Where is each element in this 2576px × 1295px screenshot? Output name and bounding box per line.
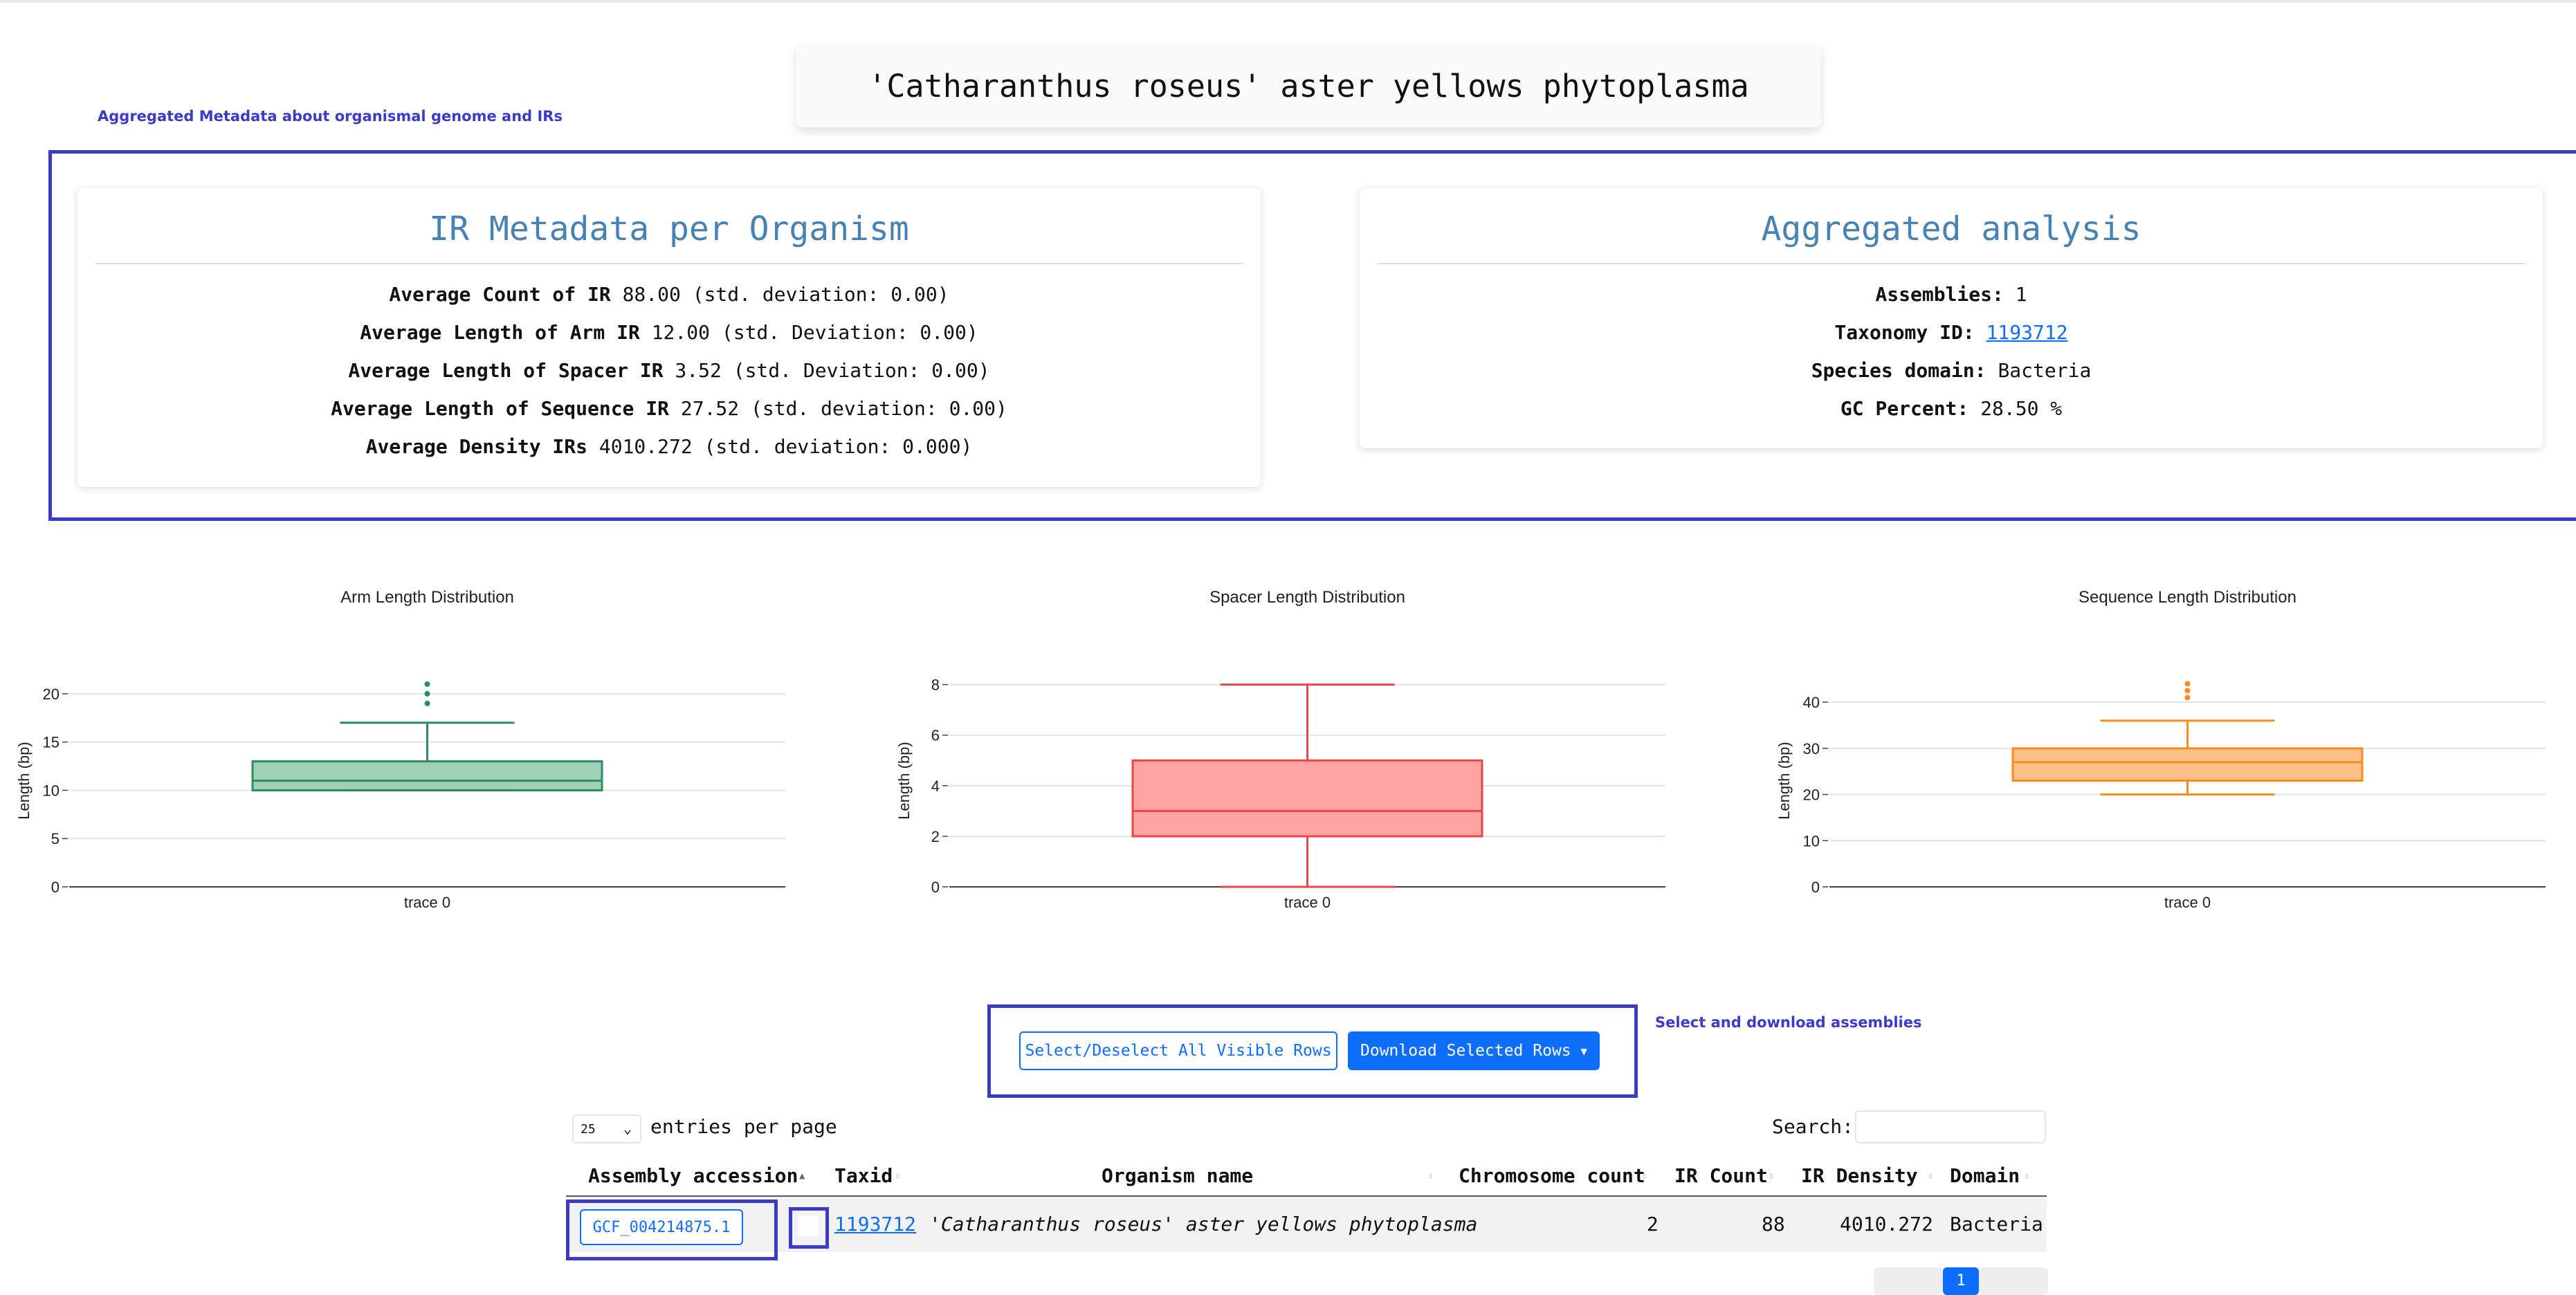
col-taxid[interactable]: Taxid: [834, 1164, 893, 1187]
iqr-box: [2011, 747, 2364, 782]
col-organism-name[interactable]: Organism name: [1102, 1164, 1254, 1187]
y-tick-label: 6: [931, 727, 940, 744]
ir-count-cell: 88: [1762, 1213, 1785, 1236]
entries-label: entries per page: [650, 1115, 837, 1138]
aggregated-heading: Aggregated analysis: [1761, 210, 2141, 248]
chevron-down-icon: ⌄: [623, 1120, 632, 1137]
ir-density-cell: 4010.272: [1840, 1213, 1933, 1236]
entries-value: 25: [581, 1121, 596, 1137]
y-tick-label: 10: [1803, 832, 1820, 849]
table-header-border: [566, 1195, 2047, 1197]
y-tick-label: 4: [931, 778, 940, 795]
domain-row: Species domain: Bacteria: [1811, 359, 2092, 382]
domain-cell: Bacteria: [1950, 1213, 2043, 1236]
download-selected-button[interactable]: Download Selected Rows ▼: [1348, 1031, 1600, 1070]
sequence-length-chart: Sequence Length Distribution Length (bp) 0…: [1760, 585, 2576, 917]
col-assembly-accession[interactable]: Assembly accession: [588, 1164, 798, 1187]
ir-metadata-panel: IR Metadata per Organism Average Count o…: [77, 188, 1261, 487]
y-tick-label: 10: [43, 782, 60, 799]
y-axis-label: Length (bp): [1775, 742, 1793, 820]
y-tick-label: 30: [1803, 740, 1820, 757]
chart-title: Spacer Length Distribution: [1209, 588, 1405, 607]
x-category-label: trace 0: [404, 894, 450, 911]
pagination-next[interactable]: [1979, 1267, 2048, 1295]
spacer-length-chart: Spacer Length Distribution Length (bp) 0 2 4…: [880, 585, 1738, 917]
avg-arm-row: Average Length of Arm IR 12.00 (std. Dev…: [360, 321, 978, 344]
gc-row: GC Percent: 28.50 %: [1840, 397, 2063, 420]
y-tick-label: 0: [51, 879, 60, 896]
divider: [1378, 263, 2525, 264]
ir-metadata-heading: IR Metadata per Organism: [429, 210, 909, 248]
divider: [95, 263, 1243, 264]
arm-length-chart: Arm Length Distribution Length (bp) 0 5 10 15…: [0, 585, 858, 917]
select-all-rows-button[interactable]: Select/Deselect All Visible Rows: [1019, 1031, 1337, 1070]
avg-sequence-row: Average Length of Sequence IR 27.52 (std…: [331, 397, 1007, 420]
outlier-point: [2184, 681, 2191, 687]
sort-icon: ⇕: [895, 1170, 901, 1182]
y-tick-label: 2: [931, 828, 940, 845]
aggregated-analysis-panel: Aggregated analysis Assemblies: 1 Taxono…: [1360, 188, 2543, 448]
sort-icon: ⇕: [1427, 1170, 1434, 1182]
y-tick-label: 5: [51, 830, 60, 847]
accession-button[interactable]: GCF_004214875.1: [580, 1209, 743, 1245]
row-select-checkbox[interactable]: [798, 1215, 819, 1236]
outlier-point: [2184, 688, 2191, 694]
organism-name-cell: 'Catharanthus roseus' aster yellows phyt…: [929, 1213, 1478, 1236]
top-border: [0, 0, 2576, 3]
sort-icon: ⇕: [1641, 1170, 1647, 1182]
pagination-prev[interactable]: [1874, 1267, 1943, 1295]
box-plot-svg: Spacer Length Distribution Length (bp) 0 2 4…: [895, 588, 1665, 911]
x-category-label: trace 0: [1284, 894, 1331, 911]
pagination-page-1[interactable]: 1: [1943, 1267, 1979, 1295]
checkbox-highlight-frame: [789, 1207, 829, 1249]
y-tick-label: 15: [43, 734, 60, 751]
taxid-link[interactable]: 1193712: [834, 1213, 917, 1236]
y-tick-label: 0: [1811, 879, 1820, 896]
caret-down-icon: ▼: [1580, 1045, 1587, 1058]
entries-per-page-select[interactable]: 25 ⌄: [572, 1114, 641, 1144]
sort-icon: ⇕: [1769, 1170, 1775, 1182]
metadata-annotation: Aggregated Metadata about organismal gen…: [98, 108, 563, 125]
y-axis-label: Length (bp): [15, 742, 33, 820]
col-domain[interactable]: Domain: [1950, 1164, 2020, 1187]
chromosome-count-cell: 2: [1647, 1213, 1659, 1236]
col-chromosome-count[interactable]: Chromosome count: [1459, 1164, 1645, 1187]
y-tick-label: 0: [931, 879, 940, 896]
y-tick-label: 8: [931, 677, 940, 694]
taxonomy-row: Taxonomy ID: 1193712: [1834, 321, 2068, 344]
col-ir-count[interactable]: IR Count: [1674, 1164, 1768, 1187]
controls-annotation: Select and download assemblies: [1655, 1014, 1922, 1031]
page-title: 'Catharanthus roseus' aster yellows phyt…: [796, 44, 1821, 127]
box-plot-svg: Arm Length Distribution Length (bp) 0 5 10 15…: [15, 588, 785, 911]
avg-spacer-row: Average Length of Spacer IR 3.52 (std. D…: [348, 359, 990, 382]
iqr-box: [251, 760, 603, 791]
outlier-point: [424, 681, 430, 687]
sort-asc-icon: ▲: [799, 1170, 805, 1182]
metadata-highlight-frame: [48, 150, 2576, 521]
accession-highlight-frame: [566, 1200, 778, 1260]
search-input[interactable]: [1855, 1110, 2046, 1144]
avg-density-row: Average Density IRs 4010.272 (std. devia…: [365, 435, 973, 458]
outlier-point: [424, 690, 430, 697]
col-ir-density[interactable]: IR Density: [1801, 1164, 1918, 1187]
iqr-box: [1131, 759, 1483, 838]
y-tick-label: 20: [43, 686, 60, 703]
controls-highlight-frame: [987, 1004, 1638, 1098]
taxonomy-link[interactable]: 1193712: [1986, 321, 2068, 344]
assemblies-row: Assemblies: 1: [1875, 283, 2027, 306]
y-axis-label: Length (bp): [895, 742, 913, 820]
y-tick-label: 20: [1803, 787, 1820, 804]
outlier-point: [424, 700, 430, 706]
outlier-point: [2184, 695, 2191, 701]
chart-title: Arm Length Distribution: [340, 588, 514, 607]
search-label: Search:: [1772, 1115, 1854, 1138]
y-tick-label: 40: [1803, 694, 1820, 711]
download-button-label: Download Selected Rows: [1360, 1042, 1571, 1060]
sort-icon: ⇕: [1928, 1170, 1934, 1182]
box-plot-svg: Sequence Length Distribution Length (bp) 0…: [1775, 588, 2546, 911]
x-category-label: trace 0: [2164, 894, 2211, 911]
avg-count-row: Average Count of IR 88.00 (std. deviatio…: [389, 283, 949, 306]
sort-icon: ⇕: [2024, 1170, 2030, 1182]
chart-title: Sequence Length Distribution: [2079, 588, 2296, 607]
